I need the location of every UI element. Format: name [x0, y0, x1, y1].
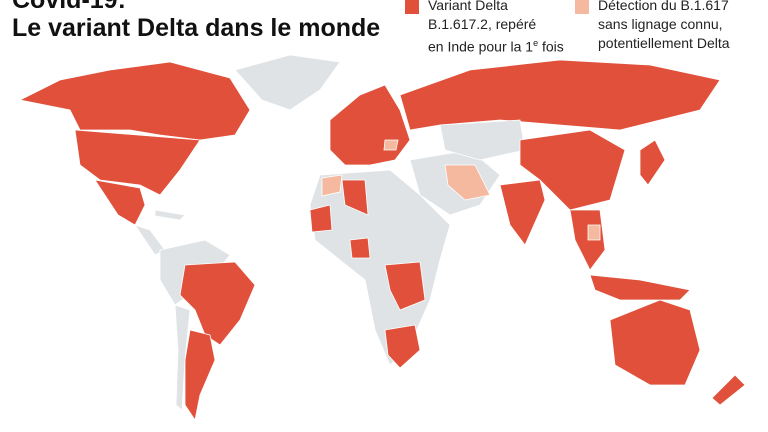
central-asia — [439, 119, 526, 161]
west-africa — [309, 204, 333, 233]
morocco — [321, 174, 343, 197]
nigeria — [349, 237, 371, 259]
iran — [444, 164, 491, 201]
china — [519, 129, 626, 211]
legend-swatch — [575, 0, 589, 14]
legend-swatch — [405, 0, 419, 14]
central-africa — [384, 261, 426, 311]
new-zealand — [711, 374, 746, 406]
south-africa — [384, 324, 421, 369]
legend-label: Variant Delta B.1.617.2, repéré en Inde po… — [428, 0, 564, 57]
europe — [329, 84, 411, 166]
chile-bolivia — [174, 304, 191, 411]
legend-line: Variant Delta — [428, 0, 508, 13]
argentina — [184, 329, 216, 422]
mexico — [94, 179, 146, 226]
legend-line: en Inde pour la 1e fois — [428, 34, 564, 57]
russia — [399, 59, 721, 131]
legend-text: e — [533, 38, 539, 48]
legend-line: potentiellement Delta — [598, 34, 730, 53]
legend-line: Détection du B.1.617 — [598, 0, 729, 13]
indonesia — [589, 274, 691, 301]
legend-text: fois — [538, 38, 564, 55]
usa — [74, 129, 201, 196]
legend-line: sans lignage connu, — [598, 16, 723, 32]
title-line: Le variant Delta dans le monde — [12, 14, 381, 42]
brazil — [179, 261, 256, 346]
legend-line: B.1.617.2, repéré — [428, 16, 537, 32]
india — [499, 179, 546, 246]
title-line: Covid-19: — [12, 0, 126, 14]
algeria — [341, 179, 369, 216]
europe-partial — [383, 139, 399, 151]
legend-text: en Inde pour la 1 — [428, 38, 534, 55]
australia — [609, 299, 701, 386]
legend-label: Détection du B.1.617 sans lignage connu, p… — [598, 0, 730, 53]
japan — [639, 139, 666, 186]
canada — [18, 61, 251, 141]
cambodia — [587, 224, 601, 241]
legend-text: potentiellement Delta — [598, 35, 730, 51]
greenland — [234, 54, 341, 111]
caribbean — [154, 209, 186, 221]
